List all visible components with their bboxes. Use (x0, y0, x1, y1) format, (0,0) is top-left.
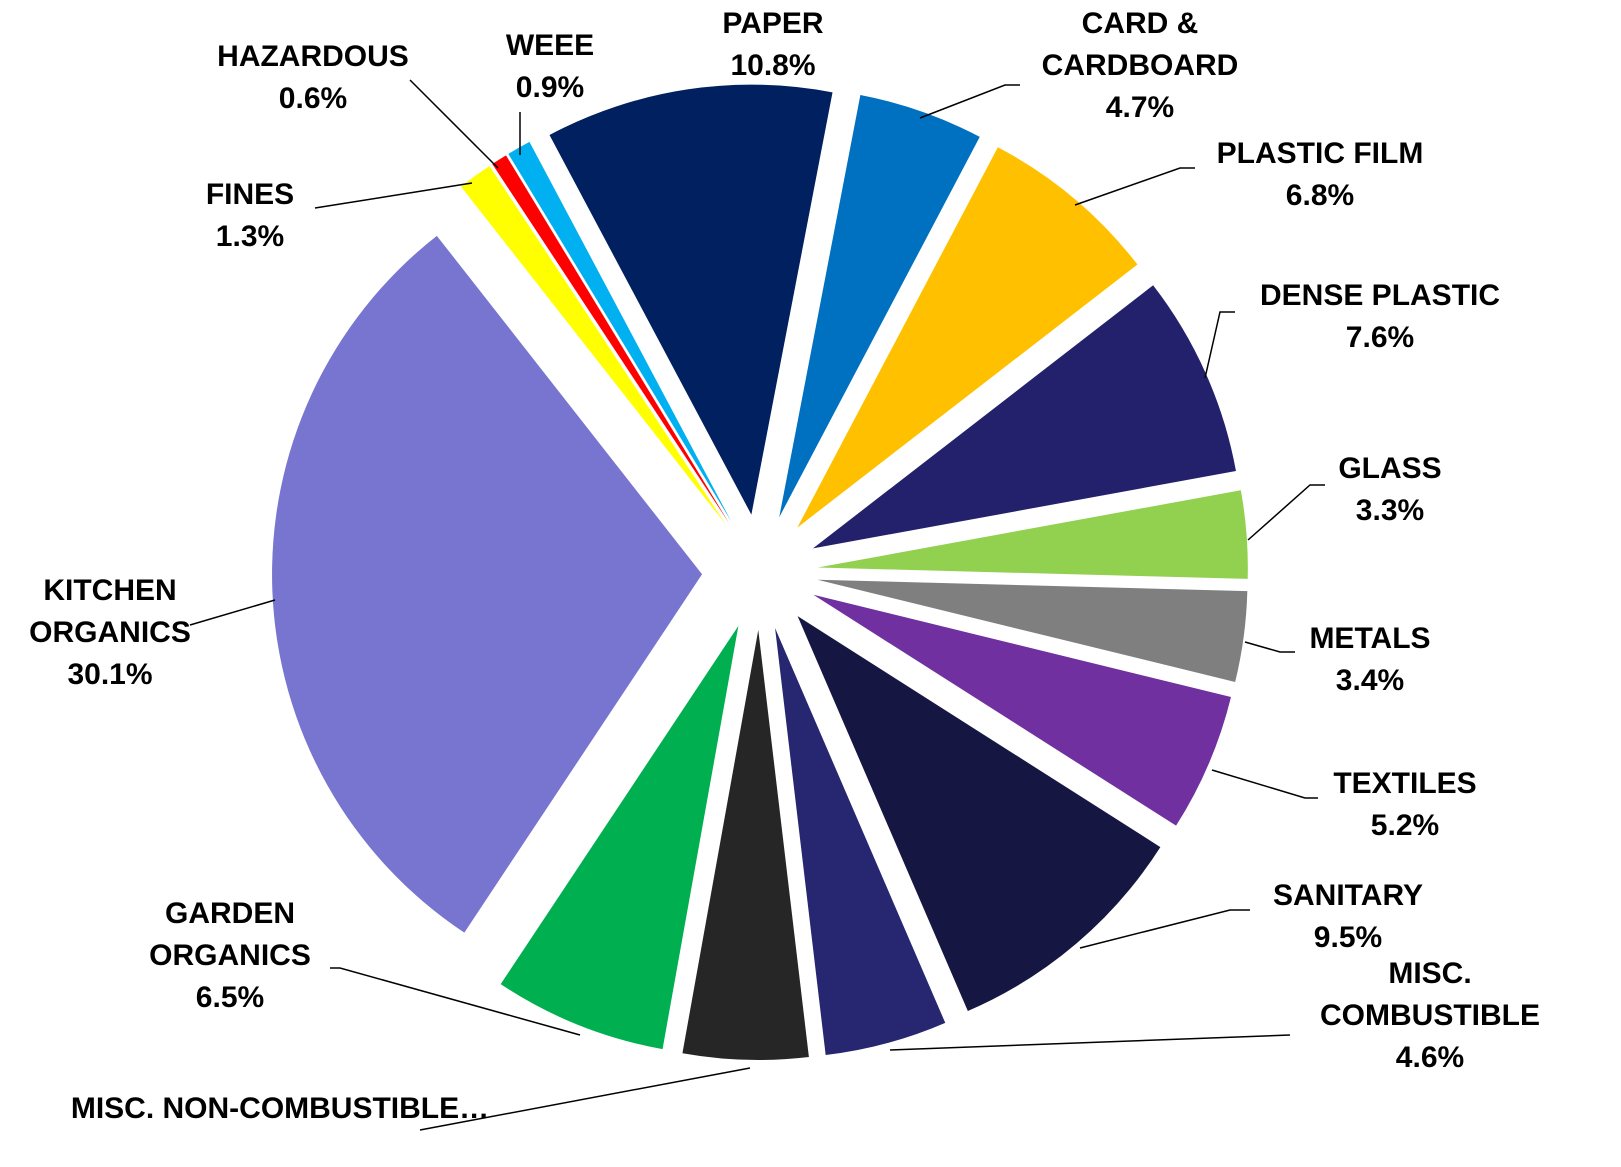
value-label: 0.6% (279, 82, 347, 115)
category-label: GARDEN ORGANICS (149, 897, 311, 972)
category-label: DENSE PLASTIC (1260, 279, 1500, 312)
category-label: CARD & CARDBOARD (1042, 7, 1239, 82)
pie-slice (817, 490, 1248, 579)
pie-slice (797, 616, 1161, 1012)
category-label: PLASTIC FILM (1217, 137, 1424, 170)
pie-slice (797, 147, 1138, 528)
value-label: 0.9% (516, 71, 584, 104)
leader-line (1211, 769, 1318, 799)
pie-slice (500, 625, 739, 1050)
category-label: WEEE (506, 29, 594, 62)
leader-line (1244, 641, 1295, 653)
pie-slice (492, 155, 729, 523)
category-label: GLASS (1338, 452, 1441, 485)
leader-line (314, 182, 473, 209)
value-label: 6.8% (1286, 179, 1354, 212)
category-label: HAZARDOUS (217, 40, 409, 73)
pie-slice (272, 235, 703, 933)
value-label: 5.2% (1371, 809, 1439, 842)
leader-line (1247, 484, 1325, 541)
value-label: 9.5% (1314, 921, 1382, 954)
pie-slice (775, 628, 946, 1056)
leader-line (189, 599, 276, 626)
leader-line (919, 84, 1020, 119)
pie-slice (779, 95, 980, 518)
leader-line (1074, 167, 1195, 206)
pie-slice (682, 629, 809, 1060)
category-label: FINES (206, 178, 294, 211)
pie-slice (460, 165, 727, 525)
value-label: 1.3% (216, 220, 284, 253)
category-label: SANITARY (1273, 879, 1423, 912)
value-label: 7.6% (1346, 321, 1414, 354)
category-label: METALS (1309, 622, 1430, 655)
pie-slice (549, 84, 833, 515)
category-label: MISC. COMBUSTIBLE (1320, 957, 1540, 1032)
leader-line (889, 1034, 1291, 1051)
category-label: PAPER (722, 7, 823, 40)
value-label: 3.3% (1356, 494, 1424, 527)
pie-slice (813, 594, 1232, 826)
category-label: TEXTILES (1333, 767, 1476, 800)
category-label: KITCHEN ORGANICS (29, 574, 191, 649)
leader-line (1204, 311, 1235, 379)
value-label: 3.4% (1336, 664, 1404, 697)
value-label: 30.1% (67, 658, 152, 691)
value-label: 4.7% (1106, 91, 1174, 124)
value-label: 6.5% (196, 981, 264, 1014)
value-label: 4.6% (1396, 1041, 1464, 1074)
value-label: 10.8% (730, 49, 815, 82)
pie-slice (812, 285, 1236, 549)
category-label: MISC. NON-COMBUSTIBLE… (71, 1092, 489, 1125)
leader-line (330, 967, 581, 1036)
pie-slice (508, 141, 732, 522)
leader-line (409, 79, 499, 169)
pie-slice (817, 579, 1248, 682)
leader-line (1079, 909, 1250, 949)
leader-line (419, 1067, 751, 1131)
